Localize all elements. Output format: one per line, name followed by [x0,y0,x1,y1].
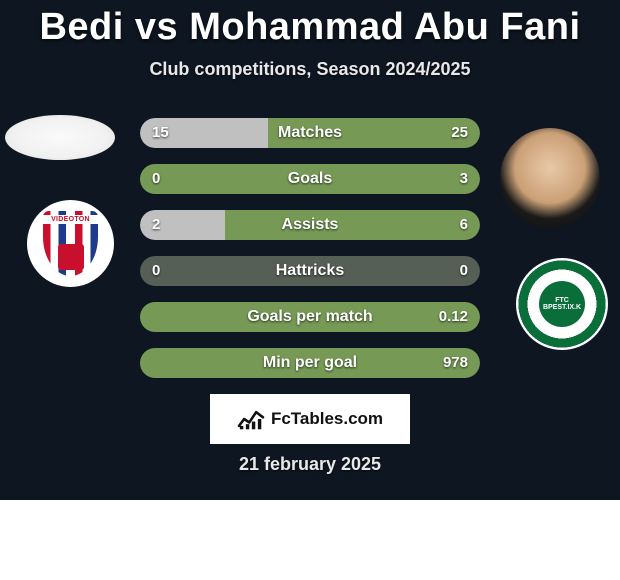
page-subtitle: Club competitions, Season 2024/2025 [0,59,620,80]
stat-row: 0.12Goals per match [0,302,620,332]
footer-brand-text: FcTables.com [271,409,383,429]
footer-brand-badge: FcTables.com [210,394,410,444]
blank-area-below [0,500,620,580]
stat-row: 00Hattricks [0,256,620,286]
date-text: 21 february 2025 [0,454,620,475]
stats-area: 1525Matches 03Goals 26Assists 00Hattricks 0.… [0,118,620,394]
stat-label: Goals per match [140,302,480,332]
stat-row: 26Assists [0,210,620,240]
stat-label: Hattricks [140,256,480,286]
fctables-logo-icon [237,407,265,431]
stat-row: 978Min per goal [0,348,620,378]
infographic-card: Bedi vs Mohammad Abu Fani Club competiti… [0,0,620,500]
stat-row: 03Goals [0,164,620,194]
stat-label: Min per goal [140,348,480,378]
stat-label: Matches [140,118,480,148]
stat-label: Assists [140,210,480,240]
stat-row: 1525Matches [0,118,620,148]
page-title: Bedi vs Mohammad Abu Fani [0,0,620,49]
stat-label: Goals [140,164,480,194]
